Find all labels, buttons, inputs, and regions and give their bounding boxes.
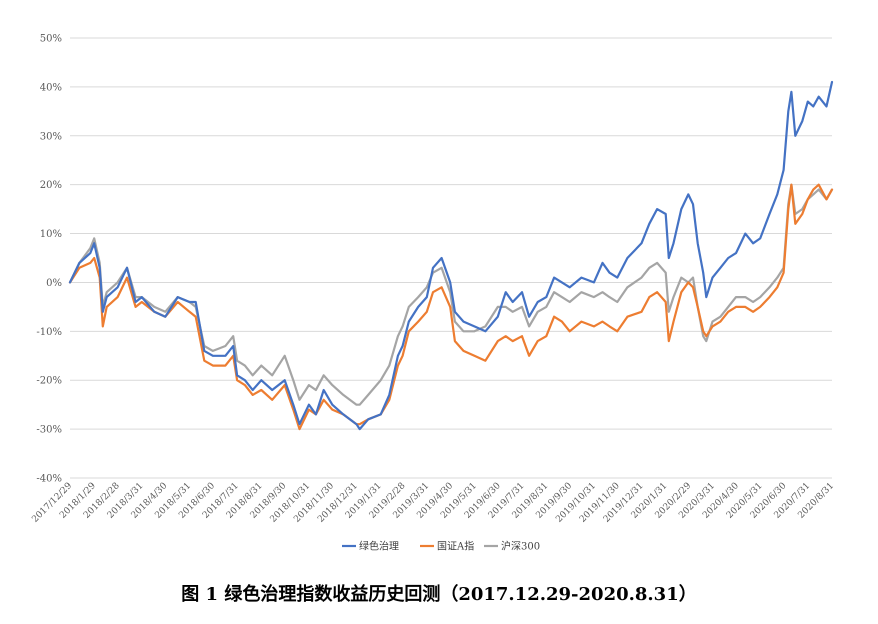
x-axis-ticks: 2017/12/292018/1/292018/2/282018/3/31201… — [30, 481, 836, 525]
y-tick-label: 30% — [40, 131, 62, 142]
figure-caption: 图 1 绿色治理指数收益历史回测（2017.12.29-2020.8.31） — [181, 584, 697, 605]
legend-label: 绿色治理 — [359, 540, 399, 553]
y-tick-label: 0% — [46, 278, 62, 289]
y-tick-label: 20% — [40, 180, 62, 191]
series-line-0 — [68, 80, 834, 431]
series-line-1 — [68, 183, 834, 431]
gridlines — [70, 37, 832, 479]
series-line-2 — [68, 183, 834, 406]
y-tick-label: 10% — [40, 229, 62, 240]
series-lines — [68, 80, 834, 431]
y-tick-label: -30% — [36, 425, 62, 436]
legend-label: 国证A指 — [437, 540, 474, 553]
y-tick-label: 50% — [40, 34, 62, 45]
y-tick-label: -10% — [36, 327, 62, 338]
y-tick-label: -20% — [36, 376, 62, 387]
y-axis-ticks: 50% 40% 30% 20% 10% 0% -10% -20% -30% -40% — [36, 34, 62, 485]
legend-label: 沪深300 — [501, 540, 540, 553]
y-tick-label: -40% — [36, 474, 62, 485]
y-tick-label: 40% — [40, 82, 62, 93]
legend: 绿色治理 国证A指 沪深300 — [342, 540, 540, 553]
